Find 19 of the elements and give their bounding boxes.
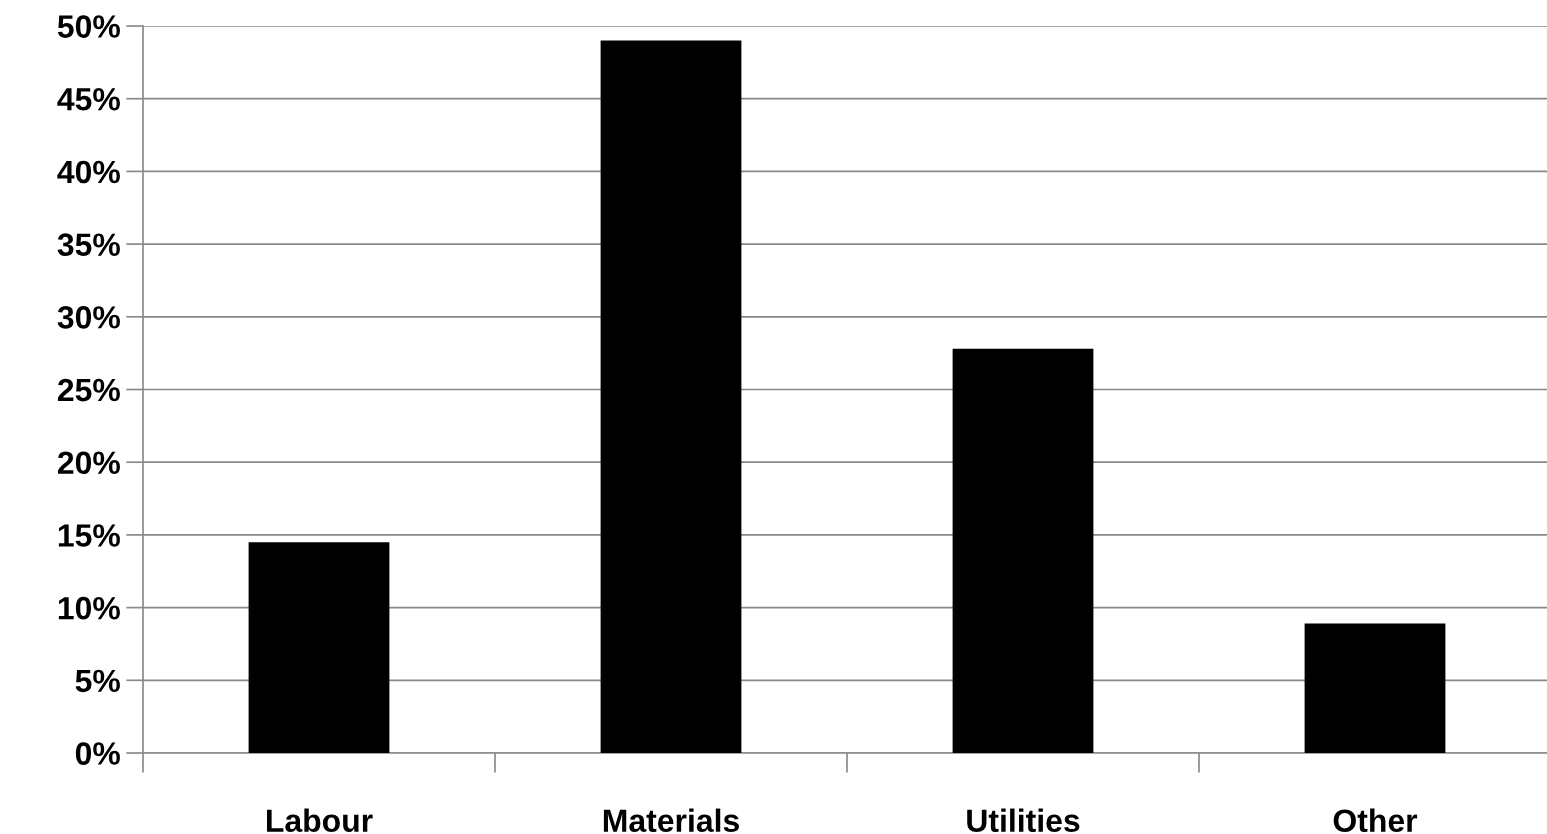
y-tick-label: 0% — [75, 742, 120, 765]
x-tick-label: Utilities — [967, 808, 1080, 833]
y-tick-label: 15% — [58, 524, 120, 547]
y-tick-label: 45% — [57, 88, 120, 111]
bar — [248, 542, 390, 753]
y-tick-label: 50% — [57, 15, 120, 38]
x-tick-label: Other — [1333, 808, 1418, 833]
y-tick-label: 20% — [57, 451, 120, 475]
x-tick-label: Labour — [267, 808, 373, 833]
bar — [600, 40, 742, 753]
y-tick-label: 40% — [57, 160, 120, 184]
y-tick-label: 35% — [57, 233, 120, 257]
y-tick-label: 25% — [57, 378, 120, 402]
x-tick-label: Materials — [603, 808, 739, 833]
y-tick-label: 5% — [75, 669, 120, 693]
bar — [1304, 623, 1446, 753]
y-tick-label: 10% — [58, 596, 120, 620]
bar — [952, 348, 1094, 753]
y-tick-label: 30% — [57, 306, 120, 329]
